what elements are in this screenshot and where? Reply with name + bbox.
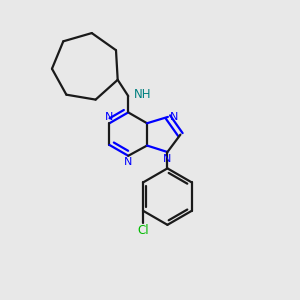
Text: N: N [163, 154, 172, 164]
Text: N: N [170, 112, 178, 122]
Text: N: N [105, 112, 114, 122]
Text: NH: NH [134, 88, 151, 101]
Text: N: N [124, 157, 132, 167]
Text: Cl: Cl [137, 224, 149, 237]
